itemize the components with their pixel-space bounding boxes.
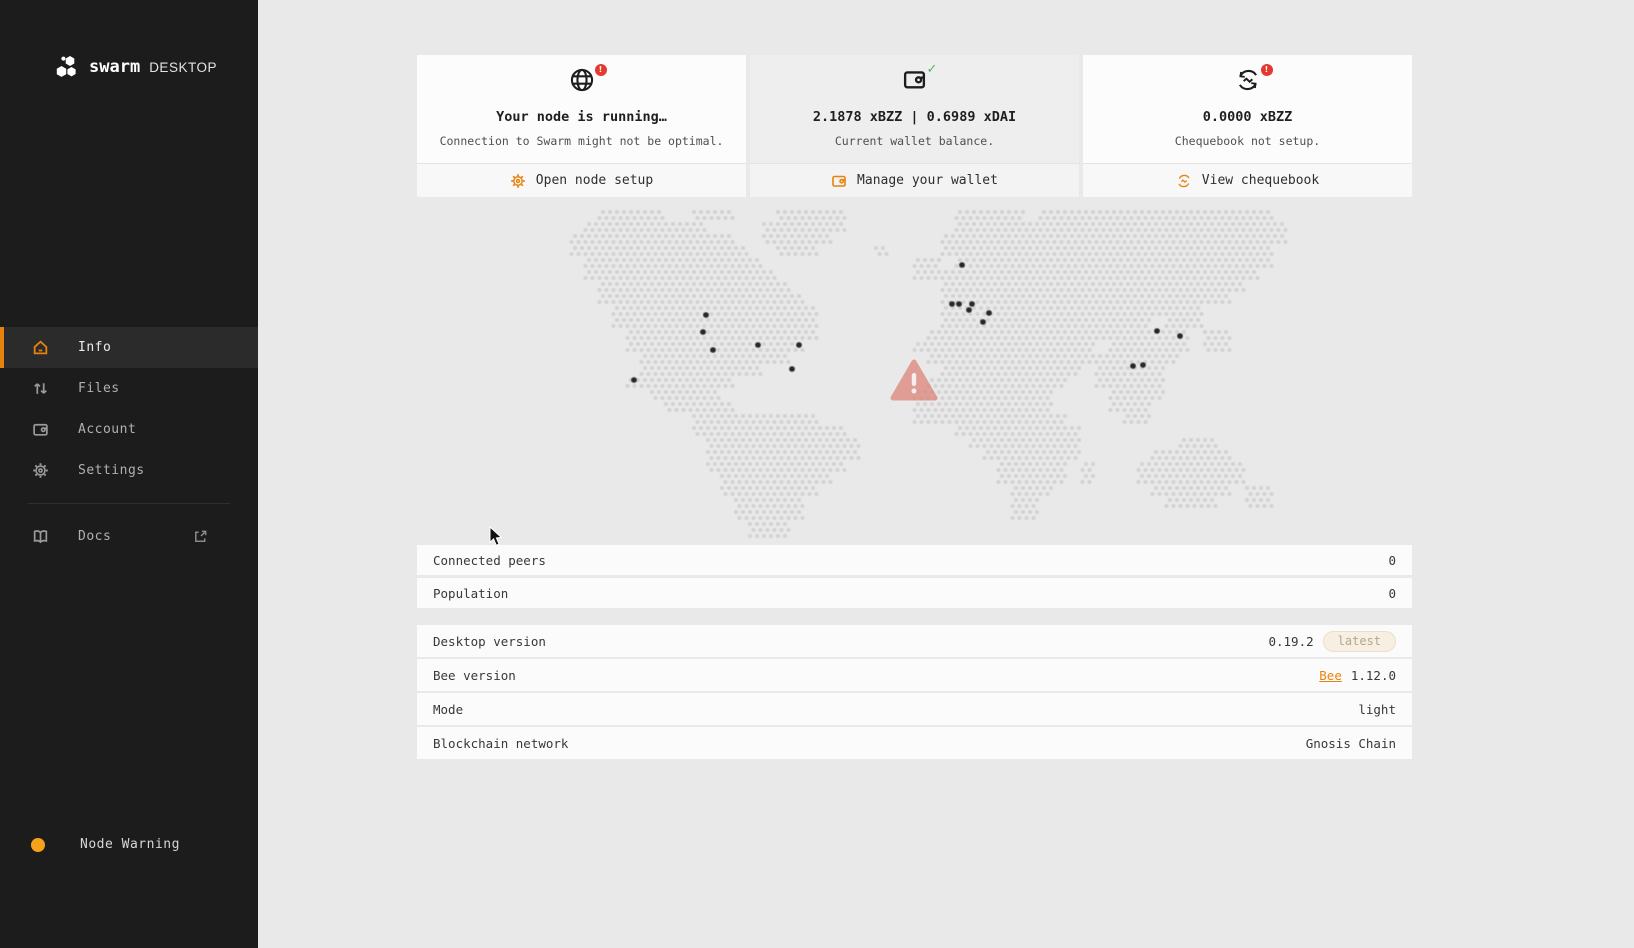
home-icon xyxy=(32,339,49,356)
wallet-icon xyxy=(32,421,49,438)
bee-link[interactable]: Bee xyxy=(1319,667,1342,683)
swarm-logo-icon xyxy=(56,56,76,77)
node-status-label: Node Warning xyxy=(80,837,180,852)
sidebar-item-label: Settings xyxy=(78,463,145,478)
sidebar: swarm DESKTOP Info Files xyxy=(0,0,258,948)
table-row: Blockchain network Gnosis Chain xyxy=(417,727,1412,759)
app-logo: swarm DESKTOP xyxy=(0,0,258,79)
sidebar-item-info[interactable]: Info xyxy=(0,327,258,368)
table-row: Mode light xyxy=(417,693,1412,725)
sidebar-item-label: Account xyxy=(78,422,137,437)
error-badge-icon: ! xyxy=(594,64,607,76)
card-title: 2.1878 xBZZ | 0.6989 xDAI xyxy=(812,109,1017,125)
card-subtitle: Connection to Swarm might not be optimal… xyxy=(439,134,724,148)
external-link-icon xyxy=(193,529,208,544)
action-label: View chequebook xyxy=(1201,173,1320,188)
view-chequebook-button[interactable]: View chequebook xyxy=(1083,163,1412,197)
desktop-version-value: 0.19.2 xyxy=(1268,633,1314,649)
wallet-card: ✓ 2.1878 xBZZ | 0.6989 xDAI Current wall… xyxy=(750,55,1079,197)
gear-icon xyxy=(510,173,526,189)
sidebar-item-label: Info xyxy=(78,340,112,355)
sidebar-item-docs[interactable]: Docs xyxy=(0,516,258,557)
brand-name: swarm xyxy=(89,57,141,77)
table-row: Desktop version 0.19.2 latest xyxy=(417,625,1412,657)
manage-wallet-button[interactable]: Manage your wallet xyxy=(750,163,1079,197)
action-label: Open node setup xyxy=(535,173,654,188)
warning-dot-icon xyxy=(31,837,45,852)
card-subtitle: Chequebook not setup. xyxy=(1174,134,1321,148)
node-status[interactable]: Node Warning xyxy=(31,837,180,852)
sidebar-divider xyxy=(28,503,230,504)
gear-icon xyxy=(32,462,49,479)
brand-suffix: DESKTOP xyxy=(149,59,217,75)
version-info-table: Desktop version 0.19.2 latest Bee versio… xyxy=(417,625,1412,759)
peer-stats-table: Connected peers 0 Population 0 xyxy=(417,545,1412,608)
bee-version-value: 1.12.0 xyxy=(1350,667,1396,683)
chequebook-icon xyxy=(1235,69,1261,97)
latest-badge: latest xyxy=(1322,630,1396,652)
status-cards: ! Your node is running… Connection to Sw… xyxy=(417,55,1412,197)
book-icon xyxy=(32,528,49,545)
mode-value: light xyxy=(1358,701,1396,717)
row-label: Bee version xyxy=(433,667,516,683)
wallet-icon xyxy=(831,173,847,189)
sidebar-item-account[interactable]: Account xyxy=(0,409,258,450)
main-area: ! Your node is running… Connection to Sw… xyxy=(258,0,1634,948)
sidebar-item-settings[interactable]: Settings xyxy=(0,450,258,491)
card-title: 0.0000 xBZZ xyxy=(1202,109,1293,125)
peer-map xyxy=(417,208,1412,543)
chequebook-icon xyxy=(1176,173,1192,189)
alert-triangle-icon xyxy=(890,359,938,401)
row-value: 0 xyxy=(1388,552,1396,568)
globe-icon xyxy=(569,68,595,97)
row-label: Desktop version xyxy=(433,633,546,649)
transfer-arrows-icon xyxy=(32,380,49,397)
success-badge-icon: ✓ xyxy=(926,62,938,77)
row-label: Connected peers xyxy=(433,552,546,568)
row-label: Blockchain network xyxy=(433,735,569,751)
sidebar-item-label: Files xyxy=(78,381,120,396)
sidebar-item-label: Docs xyxy=(78,529,112,544)
sidebar-item-files[interactable]: Files xyxy=(0,368,258,409)
table-row: Connected peers 0 xyxy=(417,545,1412,575)
row-value: 0 xyxy=(1388,585,1396,601)
chequebook-card: ! 0.0000 xBZZ Chequebook not setup. View… xyxy=(1083,55,1412,197)
row-label: Population xyxy=(433,585,509,601)
open-node-setup-button[interactable]: Open node setup xyxy=(417,163,746,197)
card-subtitle: Current wallet balance. xyxy=(834,134,995,148)
error-badge-icon: ! xyxy=(1260,64,1273,76)
node-status-card: ! Your node is running… Connection to Sw… xyxy=(417,55,746,197)
network-value: Gnosis Chain xyxy=(1305,735,1396,751)
table-row: Population 0 xyxy=(417,578,1412,608)
action-label: Manage your wallet xyxy=(857,173,998,188)
wallet-icon xyxy=(902,71,927,96)
sidebar-nav: Info Files Account xyxy=(0,327,258,557)
card-title: Your node is running… xyxy=(496,109,667,125)
row-label: Mode xyxy=(433,701,464,717)
table-row: Bee version Bee 1.12.0 xyxy=(417,659,1412,691)
